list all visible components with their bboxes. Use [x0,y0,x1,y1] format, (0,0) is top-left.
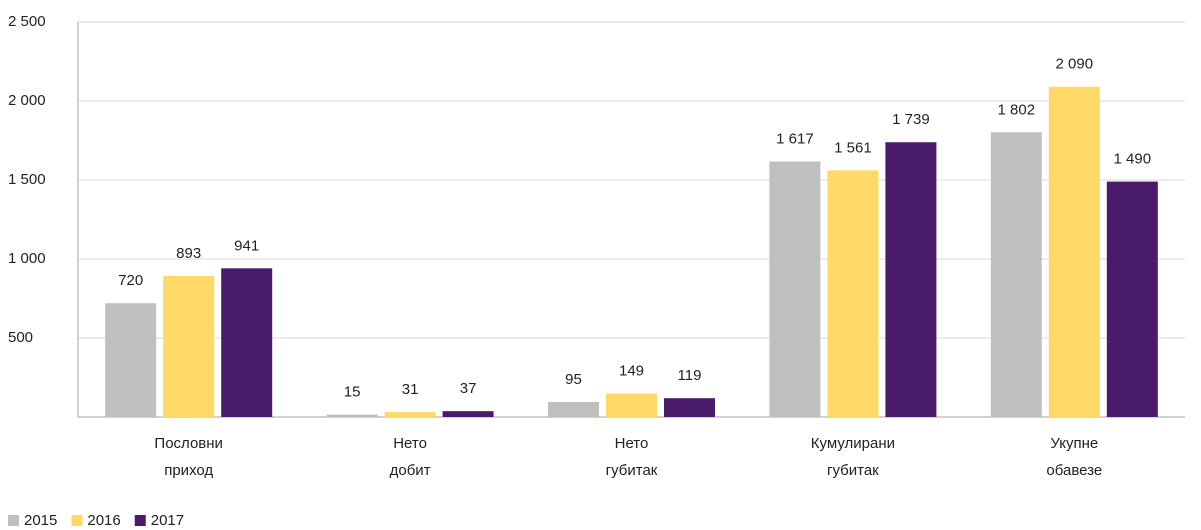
bar [1048,86,1100,417]
bar [990,132,1042,417]
y-tick-label: 1 500 [8,171,46,188]
data-label: 37 [460,380,477,397]
data-label: 2 090 [1056,56,1094,73]
bar [664,398,715,417]
x-tick-label: Укупне обавезе [1046,435,1102,479]
legend-label: 2017 [151,512,184,529]
legend-swatch [134,515,146,526]
y-tick-label: 500 [8,329,33,346]
bar [442,411,494,417]
bar [885,142,937,417]
bar [221,268,273,417]
y-tick-label: 2 000 [8,92,46,109]
data-label: 1 561 [834,139,872,156]
data-label: 15 [344,384,361,401]
legend-swatch [8,515,19,526]
data-label: 941 [234,237,259,254]
legend-swatch [71,515,83,526]
data-label: 149 [619,362,644,379]
legend-label: 2016 [87,512,120,529]
data-label: 1 490 [1114,151,1152,168]
bar [326,414,378,417]
data-label: 893 [176,245,201,262]
x-tick-label: Нето губитак [606,435,658,479]
legend-label: 2015 [24,512,57,529]
x-tick-label: Нето добит [390,435,431,479]
bar [548,401,599,417]
data-label: 31 [402,381,419,398]
data-label: 1 617 [776,130,814,147]
bar [769,161,821,417]
data-label: 119 [678,367,702,384]
x-tick-label: Кумулирани губитак [811,435,895,479]
bar [163,275,215,417]
y-tick-label: 2 500 [8,13,46,30]
data-label: 95 [565,371,582,388]
data-label: 1 739 [892,111,930,128]
bar [105,303,157,417]
bar [606,393,657,417]
x-tick-label: Пословни приход [154,435,223,479]
data-label: 720 [118,272,143,289]
bar [1106,181,1158,417]
bar [384,412,436,417]
y-tick-label: 1 000 [8,250,46,267]
data-label: 1 802 [998,101,1036,118]
bar [827,170,879,417]
